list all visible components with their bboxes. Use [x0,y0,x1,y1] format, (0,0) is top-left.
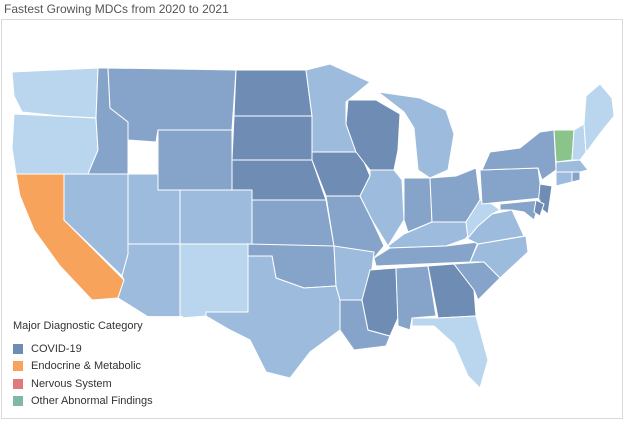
state-KS [251,199,335,247]
legend-item-covid[interactable]: COVID-19 [11,340,179,358]
map-frame [1,19,623,419]
state-CO [179,189,253,245]
state-WY [157,129,233,191]
state-MI [377,91,455,179]
legend-item-other[interactable]: Other Abnormal Findings [11,393,179,411]
state-PA [479,167,543,205]
legend-title: Major Diagnostic Category [13,320,143,332]
state-AZ [117,243,181,319]
legend-swatch [13,396,23,407]
state-FL [411,315,489,389]
chart-title: Fastest Growing MDCs from 2020 to 2021 [4,2,229,16]
legend-label: Endocrine & Metabolic [31,360,142,373]
legend-swatch [13,343,23,354]
legend-item-nervous[interactable]: Nervous System [11,375,179,393]
legend: Major Diagnostic Category COVID-19 Endoc… [7,316,183,414]
legend-label: Other Abnormal Findings [31,395,153,408]
legend-item-endocrine[interactable]: Endocrine & Metabolic [11,358,179,376]
state-DE [533,199,545,217]
state-NH [571,123,587,161]
legend-swatch [13,361,23,372]
legend-swatch [13,378,23,389]
state-VT [553,129,575,163]
state-SD [231,115,313,161]
state-NM [179,243,249,319]
state-ME [583,83,615,153]
legend-label: COVID-19 [31,342,82,355]
state-TX [205,255,341,379]
legend-label: Nervous System [31,377,112,390]
state-ND [233,69,313,117]
state-MD [499,199,541,221]
state-MS [361,267,399,337]
state-WA [11,67,99,119]
state-OR [11,113,99,175]
